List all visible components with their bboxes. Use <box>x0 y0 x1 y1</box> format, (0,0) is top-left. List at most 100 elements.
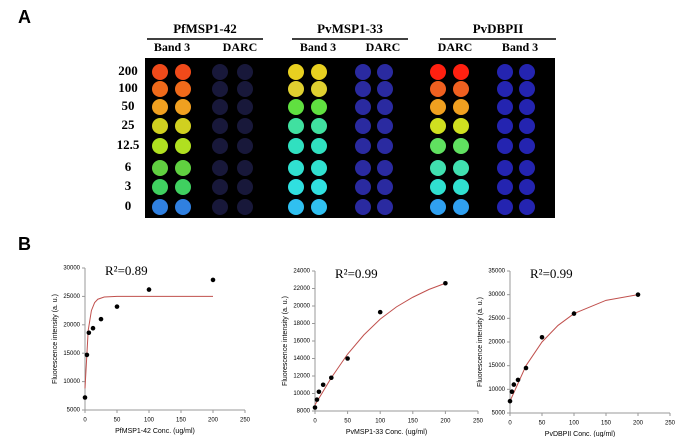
y-tick-label: 18000 <box>293 321 310 327</box>
y-tick-label: 20000 <box>488 340 505 346</box>
spot <box>288 179 304 195</box>
x-tick-label: 250 <box>240 418 251 424</box>
row-label: 6 <box>125 159 132 174</box>
y-axis-label: Fluorescence intensity (a. u.) <box>477 297 484 387</box>
spot <box>152 118 168 134</box>
row-label: 25 <box>122 117 136 132</box>
row-label: 12.5 <box>117 137 140 152</box>
row-label: 3 <box>125 178 132 193</box>
spot <box>212 99 228 115</box>
spot <box>430 118 446 134</box>
x-tick-label: 150 <box>601 421 612 427</box>
spot <box>519 199 535 215</box>
spot <box>377 179 393 195</box>
spot <box>311 179 327 195</box>
array-image <box>145 58 555 218</box>
spot <box>175 160 191 176</box>
spot <box>212 138 228 154</box>
spot <box>311 99 327 115</box>
spot <box>152 81 168 97</box>
row-label: 100 <box>118 80 138 95</box>
x-tick-label: 250 <box>473 419 484 425</box>
spot <box>212 118 228 134</box>
spot <box>152 199 168 215</box>
annotation: R²=0.99 <box>335 266 378 281</box>
spot <box>237 199 253 215</box>
y-tick-label: 8000 <box>297 409 311 415</box>
spot <box>311 118 327 134</box>
spot <box>355 118 371 134</box>
spot <box>519 81 535 97</box>
annotation: R²=0.89 <box>105 263 148 278</box>
x-tick-label: 200 <box>440 419 451 425</box>
spot <box>311 160 327 176</box>
x-tick-label: 200 <box>633 421 644 427</box>
group-header: PvDBPII <box>473 21 524 36</box>
x-tick-label: 50 <box>344 419 351 425</box>
spot <box>377 81 393 97</box>
row-label: 200 <box>118 63 138 78</box>
y-tick-label: 10000 <box>293 391 310 397</box>
y-tick-label: 15000 <box>63 351 80 357</box>
spot <box>497 99 513 115</box>
spot <box>430 99 446 115</box>
spot <box>237 64 253 80</box>
spot <box>212 199 228 215</box>
x-tick-label: 100 <box>375 419 386 425</box>
spot <box>453 64 469 80</box>
y-tick-label: 10000 <box>63 379 80 385</box>
fit-curve <box>314 282 446 406</box>
spot <box>497 81 513 97</box>
y-tick-label: 20000 <box>63 322 80 328</box>
spot <box>311 138 327 154</box>
point <box>507 398 513 404</box>
y-tick-label: 30000 <box>63 266 80 272</box>
spot <box>519 160 535 176</box>
spot <box>377 160 393 176</box>
fit-curve <box>84 295 213 389</box>
spot <box>288 138 304 154</box>
x-axis-label: PvMSP1-33 Conc. (ug/ml) <box>346 429 427 436</box>
point <box>509 389 515 395</box>
fit-curve <box>509 294 639 402</box>
column-header: Band 3 <box>154 40 190 54</box>
spot <box>237 81 253 97</box>
y-tick-label: 30000 <box>488 292 505 298</box>
point <box>571 311 577 316</box>
spot <box>497 118 513 134</box>
spot <box>152 64 168 80</box>
spot <box>311 64 327 80</box>
spot <box>430 199 446 215</box>
spot <box>152 138 168 154</box>
spot <box>152 160 168 176</box>
y-tick-label: 5000 <box>67 408 81 414</box>
spot <box>430 81 446 97</box>
x-tick-label: 150 <box>176 418 187 424</box>
spot <box>175 64 191 80</box>
y-tick-label: 10000 <box>488 387 505 393</box>
spot <box>311 199 327 215</box>
spot <box>355 179 371 195</box>
spot <box>237 179 253 195</box>
spot <box>497 199 513 215</box>
x-tick-label: 150 <box>408 419 419 425</box>
spot <box>237 160 253 176</box>
spot <box>175 138 191 154</box>
spot <box>175 179 191 195</box>
panel-label: A <box>18 7 31 27</box>
spot <box>519 99 535 115</box>
spot <box>355 160 371 176</box>
spot <box>377 199 393 215</box>
spot <box>355 138 371 154</box>
group-header: PvMSP1-33 <box>317 21 383 36</box>
spot <box>519 118 535 134</box>
spot <box>355 99 371 115</box>
spot <box>497 64 513 80</box>
spot <box>237 99 253 115</box>
y-tick-label: 14000 <box>293 356 310 362</box>
spot <box>288 81 304 97</box>
spot <box>453 118 469 134</box>
y-tick-label: 5000 <box>492 411 506 417</box>
x-tick-label: 50 <box>114 418 121 424</box>
